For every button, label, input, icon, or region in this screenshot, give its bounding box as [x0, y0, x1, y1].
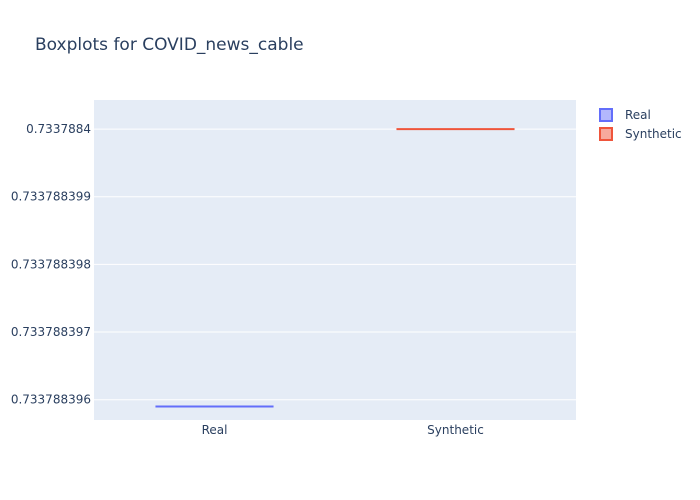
legend-swatch: [599, 108, 613, 122]
x-axis-ticks: Real Synthetic: [202, 423, 484, 437]
legend-label: Real: [625, 108, 651, 122]
y-tick-label: 0.733788396: [11, 393, 91, 407]
y-axis-ticks: 0.733788396 0.733788397 0.733788398 0.73378…: [11, 122, 91, 407]
y-tick-label: 0.733788399: [11, 190, 91, 204]
legend-item-synthetic[interactable]: Synthetic: [599, 127, 682, 141]
y-tick-label: 0.733788398: [11, 257, 91, 271]
box-series: [155, 128, 515, 408]
legend[interactable]: Real Synthetic: [599, 108, 682, 141]
chart-title: Boxplots for COVID_news_cable: [35, 35, 304, 55]
legend-label: Synthetic: [625, 127, 682, 141]
plot-area: [94, 100, 576, 420]
y-gridlines: [94, 128, 576, 401]
x-tick-label: Real: [202, 423, 228, 437]
y-tick-label: 0.733788397: [11, 325, 91, 339]
legend-item-real[interactable]: Real: [599, 108, 651, 122]
x-tick-label: Synthetic: [427, 423, 484, 437]
y-tick-label: 0.7337884: [26, 122, 91, 136]
legend-swatch: [599, 127, 613, 141]
